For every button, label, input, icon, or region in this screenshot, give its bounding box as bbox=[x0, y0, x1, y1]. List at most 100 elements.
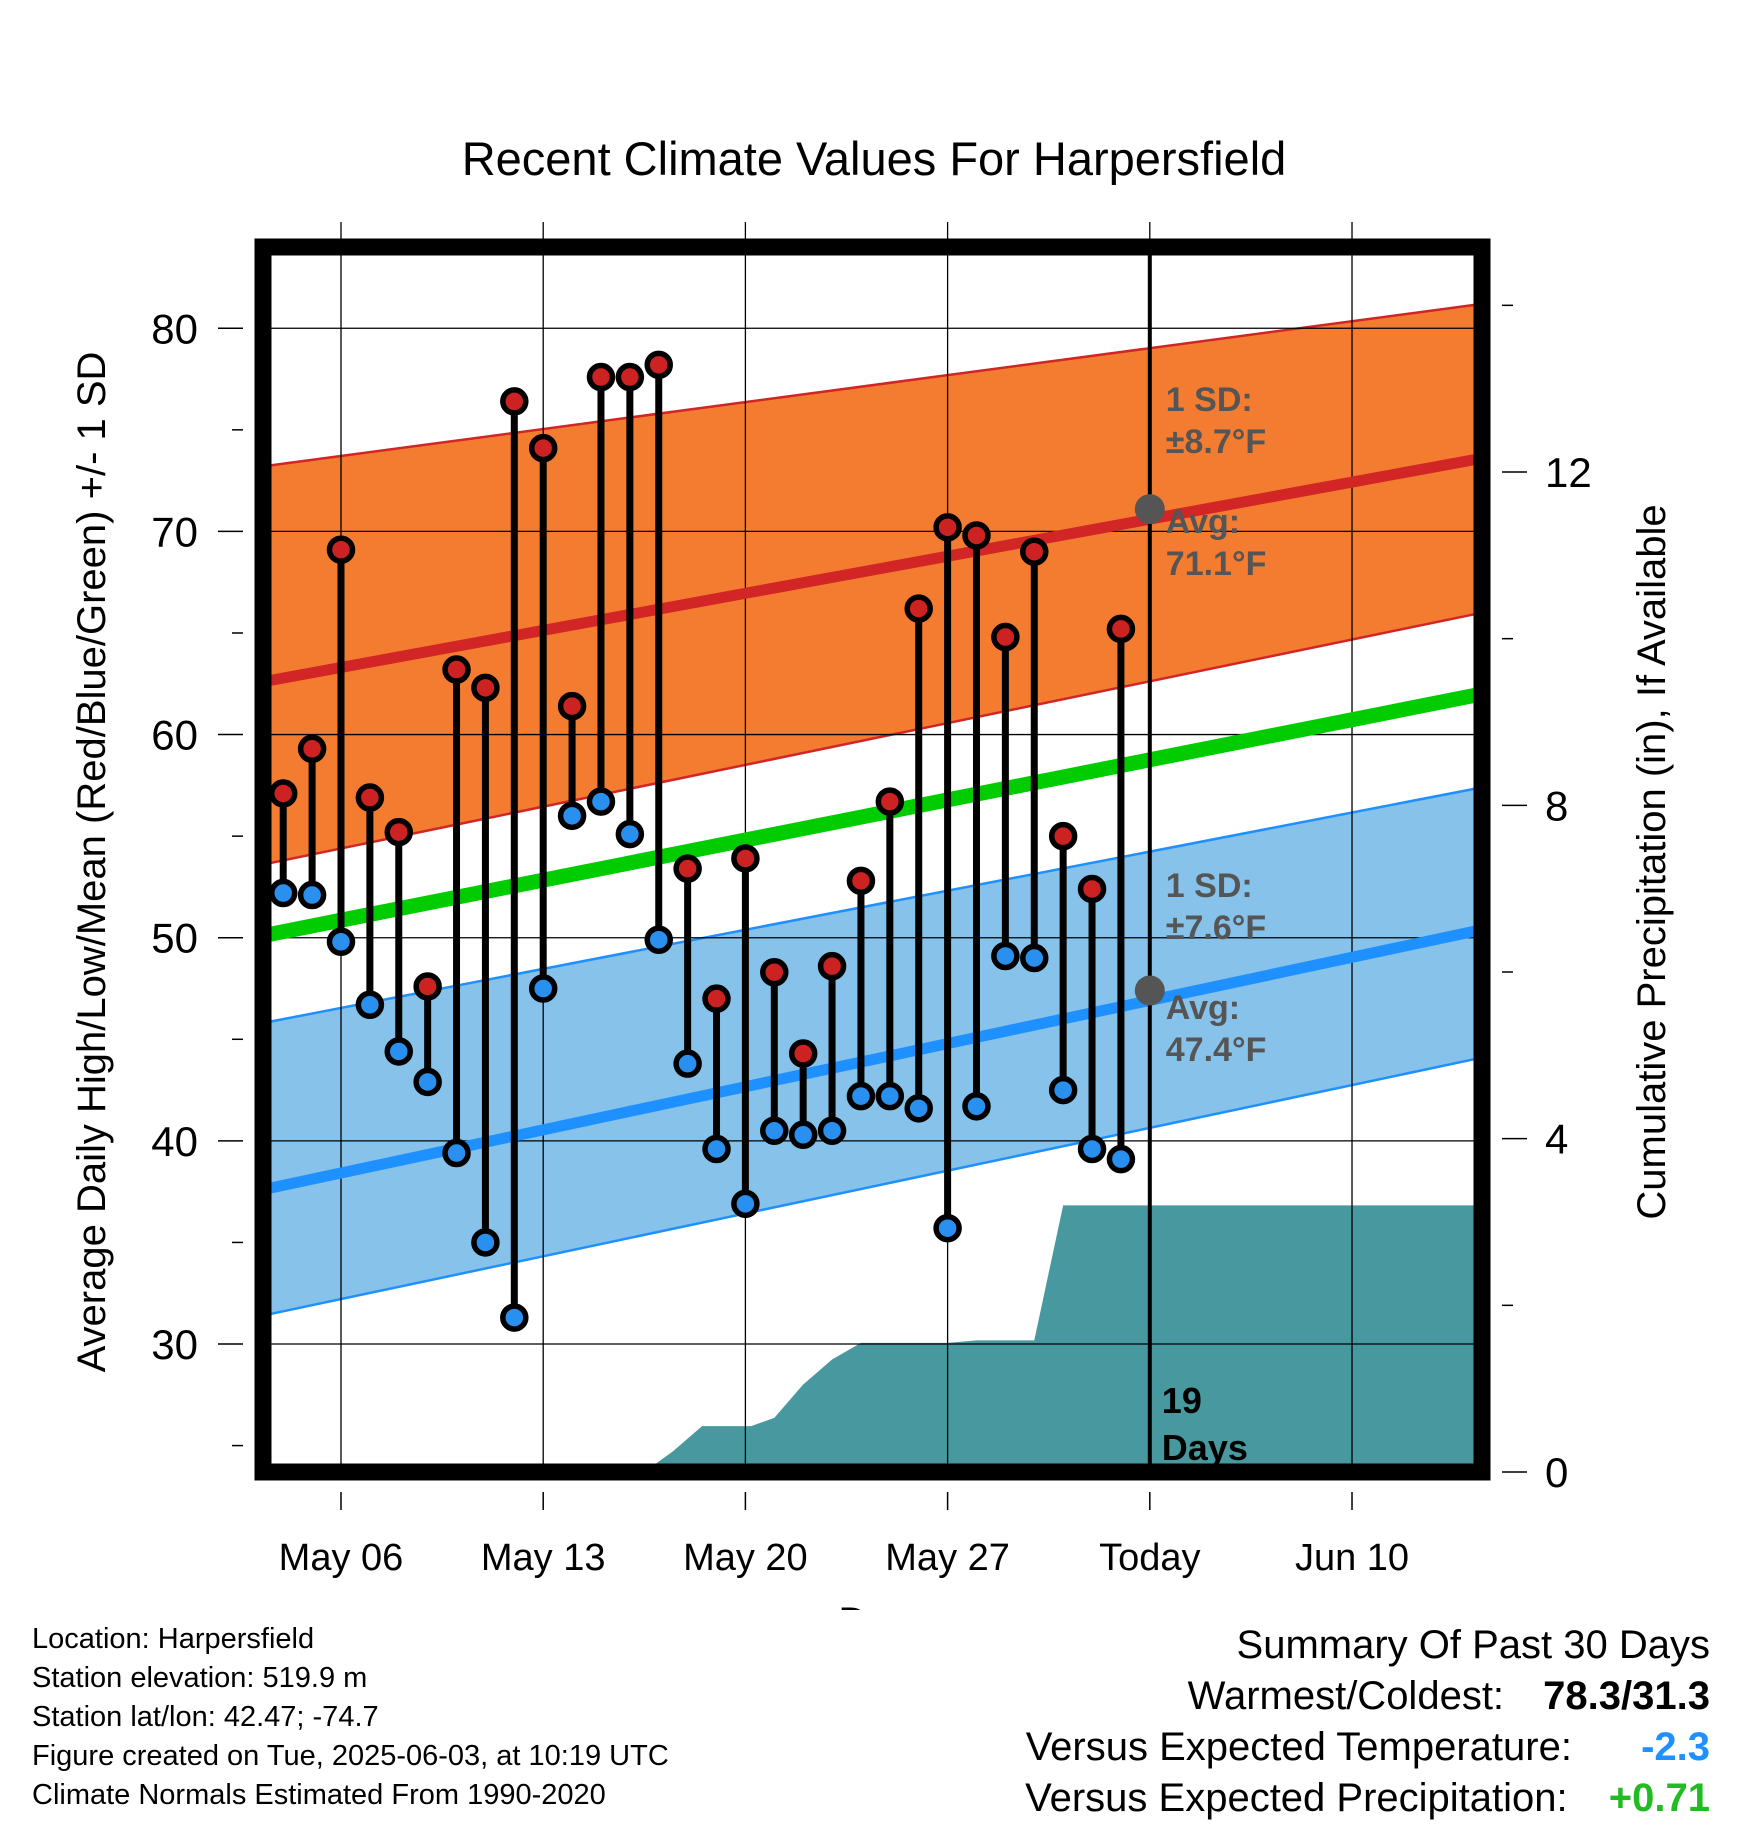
normals-text: Climate Normals Estimated From 1990-2020 bbox=[32, 1779, 606, 1811]
chart-title: Recent Climate Values For Harpersfield bbox=[462, 132, 1287, 185]
daily-low-point bbox=[875, 1081, 905, 1111]
created-text: Figure created on Tue, 2025-06-03, at 10… bbox=[32, 1740, 669, 1772]
daily-high-point bbox=[846, 866, 876, 896]
low-band-lower-edge bbox=[262, 1056, 1483, 1317]
daily-low-point bbox=[384, 1037, 414, 1066]
high-normal-band bbox=[263, 303, 1482, 865]
daily-high-point bbox=[962, 521, 991, 550]
y-tick-label: 50 bbox=[151, 915, 198, 962]
latlon-text: Station lat/lon: 42.47; -74.7 bbox=[32, 1701, 379, 1733]
daily-high-point bbox=[297, 734, 327, 764]
daily-low-point bbox=[1106, 1144, 1136, 1174]
daily-high-point bbox=[788, 1039, 818, 1068]
y-tick-label: 60 bbox=[151, 712, 198, 759]
daily-high-point bbox=[615, 362, 645, 392]
daily-high-point bbox=[875, 787, 905, 816]
x-tick-label: May 13 bbox=[481, 1537, 606, 1579]
daily-high-point bbox=[413, 972, 442, 1001]
avg-marker bbox=[1134, 494, 1165, 525]
y2-tick-label: 4 bbox=[1545, 1116, 1568, 1163]
x-axis-label: Day bbox=[838, 1600, 909, 1610]
daily-low-point bbox=[846, 1081, 876, 1111]
high-band-upper-edge bbox=[262, 302, 1483, 468]
summary-panel: Summary Of Past 30 Days Warmest/Coldest:… bbox=[1025, 1620, 1710, 1824]
mean-normal-line bbox=[261, 686, 1484, 944]
daily-low-point bbox=[644, 925, 673, 954]
daily-low-point bbox=[933, 1213, 962, 1243]
precip-label: Versus Expected Precipitation: bbox=[1025, 1776, 1568, 1820]
daily-high-point bbox=[702, 984, 731, 1013]
daily-low-point bbox=[731, 1189, 760, 1219]
daily-high-point bbox=[904, 594, 933, 623]
low-normal-band bbox=[263, 787, 1482, 1316]
daily-low-point bbox=[442, 1138, 471, 1168]
y2-tick-label: 12 bbox=[1545, 449, 1592, 496]
precip-value: +0.71 bbox=[1608, 1776, 1710, 1820]
warm-cold-label: Warmest/Coldest: bbox=[1187, 1674, 1505, 1718]
daily-high-point bbox=[673, 854, 702, 883]
temp-label: Versus Expected Temperature: bbox=[1025, 1725, 1572, 1769]
daily-high-point bbox=[1048, 821, 1078, 851]
daily-high-point bbox=[384, 817, 414, 847]
daily-high-point bbox=[731, 844, 760, 873]
daily-low-point bbox=[991, 941, 1020, 971]
daily-high-point bbox=[442, 655, 471, 684]
daily-low-point bbox=[413, 1067, 442, 1097]
daily-high-point bbox=[355, 783, 385, 812]
avg-value: 47.4°F bbox=[1166, 1031, 1267, 1069]
y-tick-label: 80 bbox=[151, 305, 198, 352]
avg-label: Avg: bbox=[1166, 503, 1240, 541]
daily-high-point bbox=[991, 622, 1020, 652]
station-info: Location: Harpersfield Station elevation… bbox=[32, 1620, 669, 1815]
y2-tick-label: 8 bbox=[1545, 782, 1568, 829]
daily-high-point bbox=[933, 513, 962, 542]
avg-marker bbox=[1134, 975, 1165, 1006]
temp-row: Versus Expected Temperature: -2.3 bbox=[1025, 1722, 1710, 1773]
daily-low-point bbox=[615, 819, 645, 849]
daily-low-point bbox=[1077, 1134, 1107, 1164]
daily-high-point bbox=[528, 433, 558, 463]
avg-label: Avg: bbox=[1166, 989, 1240, 1027]
elevation-text: Station elevation: 519.9 m bbox=[32, 1662, 368, 1694]
daily-high-point bbox=[326, 535, 356, 564]
daily-high-point bbox=[1020, 537, 1049, 566]
daily-low-point bbox=[962, 1092, 991, 1121]
daily-high-point bbox=[500, 387, 529, 416]
avg-value: 71.1°F bbox=[1166, 545, 1267, 583]
daily-low-point bbox=[702, 1134, 731, 1164]
daily-low-point bbox=[673, 1049, 702, 1078]
x-tick-label: Today bbox=[1099, 1537, 1200, 1579]
daily-low-point bbox=[586, 787, 616, 816]
daily-low-point bbox=[471, 1228, 500, 1257]
daily-high-point bbox=[471, 673, 500, 703]
daily-low-point bbox=[904, 1094, 933, 1123]
summary-title: Summary Of Past 30 Days bbox=[1236, 1623, 1710, 1667]
daily-low-point bbox=[326, 927, 356, 957]
plot-frame bbox=[254, 238, 1491, 1481]
daily-low-point bbox=[1048, 1075, 1078, 1105]
daily-low-point bbox=[500, 1303, 529, 1332]
low-band-upper-edge bbox=[262, 786, 1483, 1025]
x-tick-label: Jun 10 bbox=[1295, 1537, 1409, 1579]
sd-label: 1 SD: bbox=[1166, 381, 1253, 419]
today-days-label: 19 bbox=[1162, 1380, 1202, 1421]
daily-high-point bbox=[586, 362, 616, 392]
daily-low-point bbox=[355, 990, 385, 1020]
y-axis-label: Average Daily High/Low/Mean (Red/Blue/Gr… bbox=[70, 352, 114, 1373]
daily-high-point bbox=[268, 779, 298, 808]
daily-low-point bbox=[268, 878, 298, 908]
daily-low-point bbox=[1020, 943, 1049, 973]
daily-high-point bbox=[817, 951, 847, 981]
daily-low-point bbox=[557, 801, 587, 831]
sd-label: 1 SD: bbox=[1166, 867, 1253, 905]
sd-value: ±8.7°F bbox=[1166, 423, 1266, 461]
daily-high-point bbox=[1077, 874, 1107, 904]
daily-high-point bbox=[1106, 614, 1136, 644]
climate-chart: Recent Climate Values For Harpersfield 1… bbox=[70, 132, 1674, 1610]
y-tick-label: 40 bbox=[151, 1118, 198, 1165]
daily-low-point bbox=[788, 1120, 818, 1150]
warm-cold-value: 78.3/31.3 bbox=[1543, 1674, 1710, 1718]
y2-tick-label: 0 bbox=[1545, 1449, 1568, 1496]
daily-low-point bbox=[760, 1116, 789, 1145]
today-days-label: Days bbox=[1162, 1427, 1248, 1468]
